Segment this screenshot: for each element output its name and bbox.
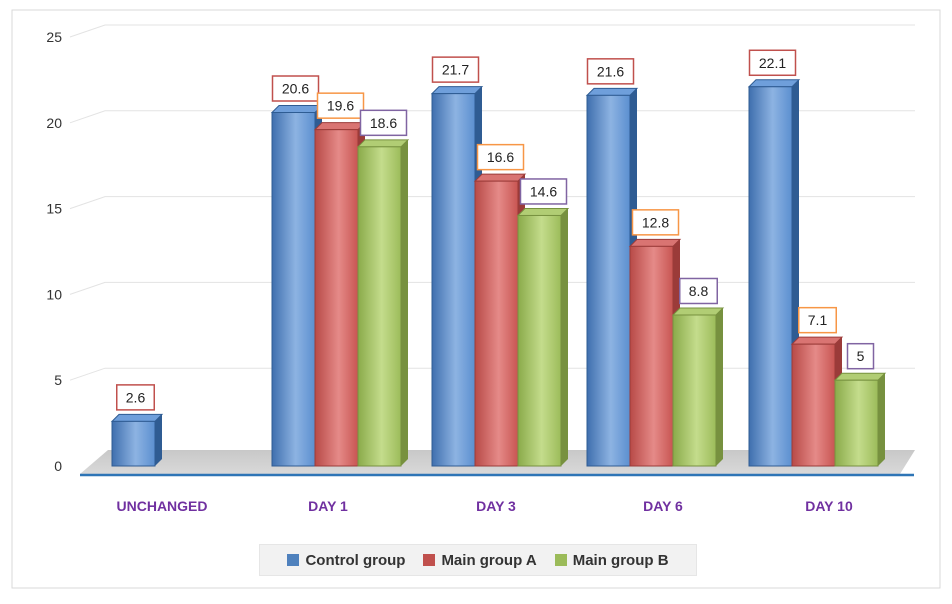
data-label: 8.8 [679,277,718,305]
bar [671,307,725,467]
x-tick-label: DAY 10 [805,498,853,514]
bar [356,139,410,467]
svg-text:21.6: 21.6 [597,63,624,79]
svg-text:7.1: 7.1 [808,312,828,328]
x-tick-label: UNCHANGED [117,498,208,514]
data-label: 19.6 [316,92,365,119]
data-label: 12.8 [631,209,680,236]
data-label: 2.6 [116,384,155,411]
data-label: 7.1 [798,306,837,334]
legend-label: Control group [305,551,406,569]
y-tick-label: 25 [46,29,62,45]
svg-text:2.6: 2.6 [126,389,146,405]
legend-label: Main group B [572,551,669,569]
x-tick-label: DAY 1 [308,498,348,514]
gridline [69,110,915,124]
data-label: 21.7 [431,56,480,83]
gridline [69,196,915,210]
legend-item: Main group A [423,551,537,569]
svg-text:18.6: 18.6 [370,115,397,131]
legend-label: Main group A [441,551,537,569]
svg-text:16.6: 16.6 [487,149,514,165]
bar [110,413,164,467]
legend-item: Control group [287,552,405,569]
bar [628,238,682,467]
y-tick-label: 10 [46,286,62,302]
data-label: 20.6 [271,75,320,102]
x-tick-label: DAY 3 [476,498,516,514]
data-label: 14.6 [519,178,568,205]
svg-text:5: 5 [857,348,865,364]
y-tick-label: 15 [46,201,62,217]
gridline [69,24,915,38]
bar [516,207,570,467]
data-label: 22.1 [748,49,797,77]
bar [833,372,887,467]
bar [747,79,801,467]
legend-swatch [554,554,567,566]
svg-text:12.8: 12.8 [642,214,669,230]
svg-text:14.6: 14.6 [530,183,557,199]
y-tick-label: 0 [54,458,62,474]
data-label: 16.6 [476,143,525,171]
data-label: 5 [846,342,875,370]
data-label: 18.6 [359,109,408,137]
legend: Control group Main group A Main group B [259,544,697,576]
data-label: 21.6 [586,58,635,85]
svg-text:19.6: 19.6 [327,98,354,114]
svg-text:20.6: 20.6 [282,81,309,97]
legend-item: Main group B [554,551,669,569]
y-tick-label: 20 [46,115,62,131]
x-tick-label: DAY 6 [643,498,683,514]
y-tick-label: 5 [54,372,62,388]
svg-text:8.8: 8.8 [689,283,709,299]
svg-text:21.7: 21.7 [442,62,469,78]
legend-swatch [287,554,300,566]
svg-text:22.1: 22.1 [759,55,786,71]
legend-swatch [423,554,436,566]
